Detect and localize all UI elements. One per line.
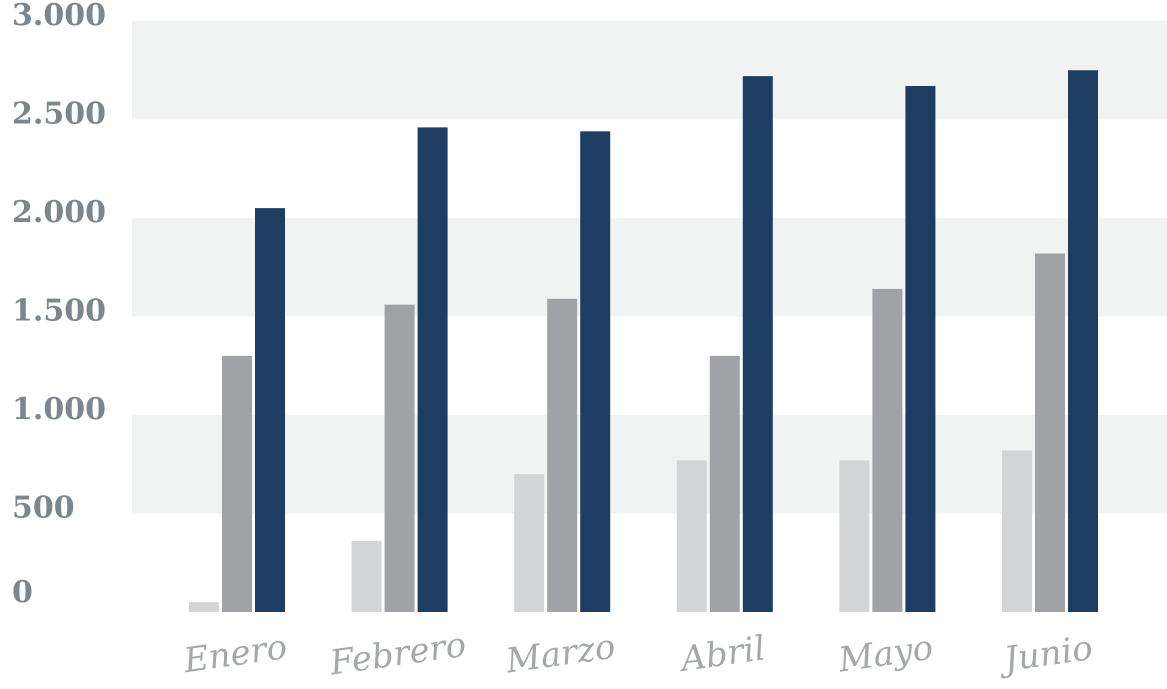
bar <box>351 541 382 612</box>
x-tick-label: Enero <box>180 627 289 681</box>
bar <box>742 76 773 612</box>
bar <box>872 288 903 612</box>
bar <box>676 460 707 612</box>
bar <box>189 602 219 612</box>
y-tick-label: 3.000 <box>12 0 106 33</box>
bar <box>709 355 740 612</box>
grid-band <box>132 415 1167 514</box>
grid-bands <box>132 21 1167 514</box>
x-tick-label: Febrero <box>327 625 469 684</box>
y-tick-label: 500 <box>12 491 75 526</box>
grid-band <box>132 21 1167 120</box>
y-tick-label: 1.000 <box>12 392 106 427</box>
bar <box>1035 253 1065 612</box>
bar <box>1068 70 1098 612</box>
y-axis-ticks: 0 500 1.000 1.500 2.000 2.500 3.000 <box>12 0 106 610</box>
bar <box>547 298 578 612</box>
bar <box>255 208 285 612</box>
grid-band <box>132 218 1167 317</box>
x-tick-label: Junio <box>996 628 1095 681</box>
bars <box>189 70 1098 612</box>
bar <box>417 127 448 612</box>
y-tick-label: 1.500 <box>12 294 106 329</box>
y-tick-label: 2.500 <box>12 97 106 132</box>
x-axis-ticks: Enero Febrero Marzo Abril Mayo Junio <box>180 625 1095 684</box>
bar <box>905 86 936 612</box>
x-tick-label: Abril <box>676 628 768 680</box>
bar <box>1002 450 1032 612</box>
y-tick-label: 2.000 <box>12 195 106 230</box>
bar <box>514 474 545 612</box>
x-tick-label: Mayo <box>835 628 935 681</box>
x-tick-label: Marzo <box>503 627 618 682</box>
bar <box>384 304 415 612</box>
y-tick-label: 0 <box>12 575 33 610</box>
bar <box>580 131 611 612</box>
bar <box>222 355 252 612</box>
bar <box>839 460 870 612</box>
